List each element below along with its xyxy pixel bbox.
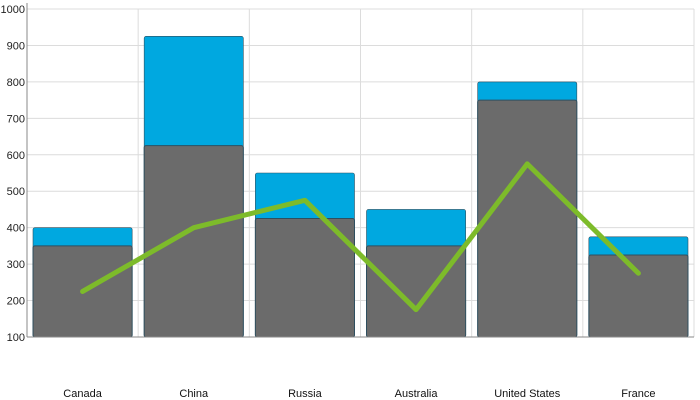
x-category-label: United States: [494, 388, 561, 400]
y-tick-label: 700: [7, 113, 25, 125]
y-tick-label: 500: [7, 186, 25, 198]
x-category-label: China: [179, 388, 209, 400]
label-layer: 100 200 300 400 500 600 700 800 900 1000 Canada Chi…: [1, 4, 656, 400]
line-point: [193, 227, 195, 229]
line-point: [304, 199, 306, 201]
front-bar-layer: [32, 99, 689, 338]
bar-front: [588, 254, 689, 338]
y-tick-label: 300: [7, 259, 25, 271]
y-tick-label: 100: [7, 332, 25, 344]
line-layer: [80, 161, 641, 313]
line-point: [526, 163, 528, 165]
axis-layer: [26, 3, 694, 338]
line-point: [82, 290, 84, 292]
line-series: [80, 161, 641, 313]
y-tick-label: 600: [7, 150, 25, 162]
y-tick-label: 400: [7, 223, 25, 235]
bar-front: [477, 99, 578, 338]
x-category-label: France: [621, 388, 655, 400]
x-category-label: Russia: [288, 388, 323, 400]
bar-front: [143, 145, 244, 338]
grid-layer: [27, 8, 695, 337]
y-tick-label: 1000: [1, 4, 25, 16]
y-tick-label: 900: [7, 40, 25, 52]
line-point: [637, 272, 639, 274]
bar-front: [366, 245, 467, 338]
x-category-label: Canada: [63, 388, 102, 400]
line-point: [415, 309, 417, 311]
x-category-label: Australia: [395, 388, 439, 400]
y-tick-label: 200: [7, 296, 25, 308]
y-tick-label: 800: [7, 77, 25, 89]
